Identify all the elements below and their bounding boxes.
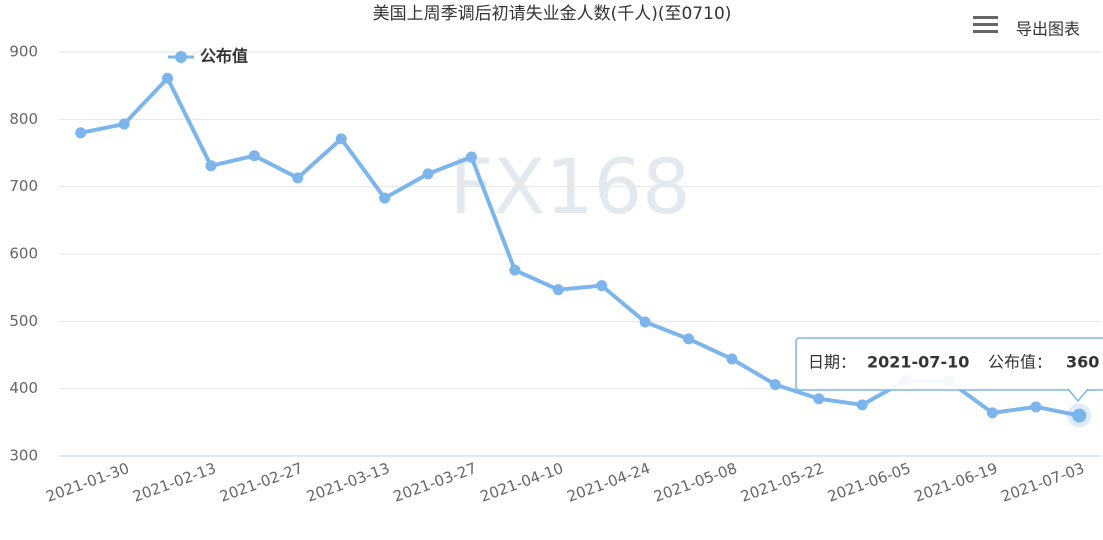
chart-title: 美国上周季调后初请失业金人数(千人)(至0710) bbox=[373, 4, 732, 24]
data-point bbox=[379, 192, 391, 204]
legend-label: 公布值 bbox=[200, 47, 248, 66]
x-tick-label: 2021-01-30 bbox=[44, 459, 132, 506]
data-point bbox=[75, 127, 87, 139]
x-tick-label: 2021-03-13 bbox=[304, 459, 392, 506]
x-tick-label: 2021-05-22 bbox=[738, 459, 826, 506]
y-tick-label: 700 bbox=[9, 177, 38, 195]
data-point bbox=[422, 168, 434, 180]
x-tick-label: 2021-05-08 bbox=[651, 459, 739, 506]
data-point bbox=[986, 407, 998, 419]
data-point bbox=[769, 379, 781, 391]
tooltip-box bbox=[795, 337, 1103, 391]
data-point bbox=[1030, 401, 1042, 413]
data-point bbox=[552, 284, 564, 296]
data-point bbox=[118, 118, 130, 130]
tooltip-value: 360 bbox=[1066, 353, 1099, 372]
data-point bbox=[292, 172, 304, 184]
data-point bbox=[205, 160, 217, 172]
data-point bbox=[596, 280, 608, 292]
export-label[interactable]: 导出图表 bbox=[1016, 20, 1080, 39]
y-tick-label: 300 bbox=[9, 447, 38, 465]
y-tick-label: 400 bbox=[9, 379, 38, 397]
menu-bar bbox=[973, 23, 998, 26]
x-tick-label: 2021-02-27 bbox=[217, 459, 305, 506]
x-tick-label: 2021-04-10 bbox=[478, 459, 566, 506]
data-point bbox=[335, 133, 347, 145]
data-point bbox=[509, 264, 521, 276]
x-tick-label: 2021-07-03 bbox=[999, 459, 1087, 506]
legend-marker bbox=[175, 51, 187, 63]
y-tick-label: 900 bbox=[9, 43, 38, 61]
tooltip-date: 2021-07-10 bbox=[867, 353, 969, 372]
tooltip: 日期： 2021-07-10 公布值： 360 bbox=[795, 337, 1103, 403]
data-point bbox=[639, 316, 651, 328]
y-tick-label: 500 bbox=[9, 312, 38, 330]
data-point bbox=[162, 72, 174, 84]
legend-item[interactable]: 公布值 bbox=[168, 47, 248, 66]
data-point bbox=[465, 151, 477, 163]
x-tick-label: 2021-04-24 bbox=[565, 459, 653, 506]
menu-bar bbox=[973, 30, 998, 33]
data-point bbox=[248, 150, 260, 162]
tooltip-pointer bbox=[1067, 388, 1089, 403]
export-menu[interactable]: 导出图表 bbox=[973, 16, 1080, 39]
data-point bbox=[856, 399, 868, 411]
y-tick-label: 600 bbox=[9, 245, 38, 263]
data-point bbox=[683, 333, 695, 345]
y-tick-label: 800 bbox=[9, 110, 38, 128]
tooltip-value-label: 公布值： bbox=[988, 353, 1052, 372]
data-point bbox=[726, 353, 738, 365]
x-tick-label: 2021-06-19 bbox=[912, 459, 1000, 506]
data-point bbox=[813, 393, 825, 405]
x-tick-label: 2021-03-27 bbox=[391, 459, 479, 506]
tooltip-date-label: 日期： bbox=[808, 353, 856, 372]
menu-bar bbox=[973, 16, 998, 19]
data-point bbox=[1072, 408, 1087, 423]
x-tick-label: 2021-06-05 bbox=[825, 459, 913, 506]
x-tick-label: 2021-02-13 bbox=[130, 459, 218, 506]
